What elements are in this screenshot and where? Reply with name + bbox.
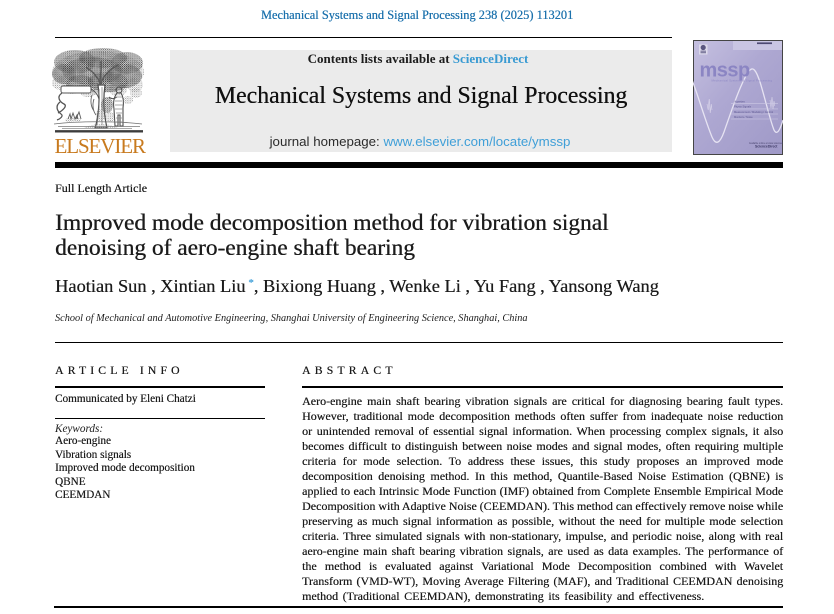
- svg-text:Mechanical Systems & Signal Pr: Mechanical Systems & Signal Processing: [712, 79, 773, 83]
- svg-text:Monitors / Noise: Monitors / Noise: [734, 115, 753, 119]
- svg-text:Measurement / Modeling / Contr: Measurement / Modeling / Control: [734, 110, 773, 114]
- svg-text:ScienceDirect: ScienceDirect: [755, 145, 778, 149]
- svg-text:mssp: mssp: [700, 60, 751, 82]
- svg-text:Vignettes: Vignettes: [734, 99, 745, 103]
- svg-text:Physio Signals: Physio Signals: [734, 105, 752, 109]
- svg-text:Available online at www.scienc: Available online at www.sciencedirect.co…: [749, 142, 783, 145]
